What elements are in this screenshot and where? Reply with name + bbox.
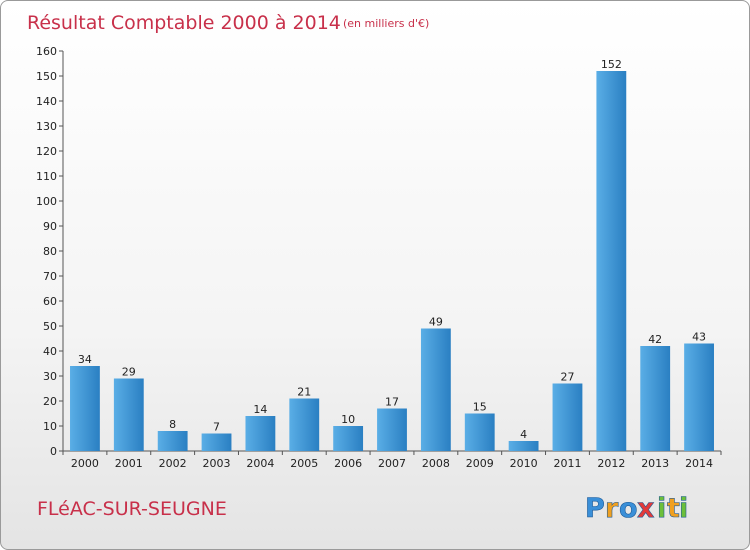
y-tick-label: 10: [43, 420, 57, 433]
value-label-2010: 4: [520, 428, 527, 441]
x-tick-label-2009: 2009: [466, 457, 494, 470]
y-tick-label: 130: [36, 120, 57, 133]
y-tick-label: 30: [43, 370, 57, 383]
bar-2008: [420, 328, 451, 451]
value-label-2000: 34: [78, 353, 92, 366]
axes: 0 10 20 30 40 50 60 70 80 90 100 110 120 130 140 150 160…: [36, 45, 722, 470]
value-label-2013: 42: [648, 333, 662, 346]
logo-letter: i: [679, 493, 688, 524]
bar-2006: [333, 426, 364, 451]
value-label-2014: 43: [692, 331, 706, 344]
x-tick-label-2014: 2014: [685, 457, 713, 470]
x-tick-label-2002: 2002: [159, 457, 187, 470]
y-tick-label: 160: [36, 45, 57, 58]
y-tick-label: 100: [36, 195, 57, 208]
y-tick-label: 110: [36, 170, 57, 183]
value-label-2006: 10: [341, 413, 355, 426]
y-tick-label: 90: [43, 220, 57, 233]
value-label-2005: 21: [297, 386, 311, 399]
chart-title: Résultat Comptable 2000 à 2014: [27, 12, 341, 34]
y-tick-label: 150: [36, 70, 57, 83]
logo-letter: P: [585, 493, 605, 524]
bar-2001: [113, 378, 144, 451]
value-label-2003: 7: [213, 421, 220, 434]
value-label-2004: 14: [253, 403, 267, 416]
bar-2009: [464, 413, 495, 451]
x-tick-label-2001: 2001: [115, 457, 143, 470]
y-tick-label: 140: [36, 95, 57, 108]
value-label-2009: 15: [473, 401, 487, 414]
value-label-2002: 8: [169, 418, 176, 431]
y-tick-label: 120: [36, 145, 57, 158]
value-label-2008: 49: [429, 316, 443, 329]
y-tick-label: 0: [50, 445, 57, 458]
y-tick-label: 40: [43, 345, 57, 358]
logo-letter: r: [605, 493, 619, 524]
y-tick-label: 70: [43, 270, 57, 283]
y-tick-label: 50: [43, 320, 57, 333]
bar-2004: [245, 416, 276, 451]
value-label-2001: 29: [122, 366, 136, 379]
bar-2000: [70, 366, 100, 451]
x-tick-label-2008: 2008: [422, 457, 450, 470]
y-tick-label: 80: [43, 245, 57, 258]
bar-2003: [201, 433, 232, 451]
bar-2002: [157, 431, 188, 451]
logo-letter: x: [637, 493, 654, 524]
bars: 34 29 8 7 14 21 10 17 49 15 4 27 152 42 43: [70, 58, 714, 451]
x-tick-label-2013: 2013: [641, 457, 669, 470]
x-tick-label-2005: 2005: [290, 457, 318, 470]
x-tick-label-2012: 2012: [597, 457, 625, 470]
bar-2011: [552, 383, 583, 451]
logo-letter: i: [657, 493, 666, 524]
bar-2014: [684, 343, 714, 451]
x-tick-label-2004: 2004: [246, 457, 274, 470]
value-label-2012: 152: [601, 58, 622, 71]
logo-letter: t: [667, 493, 680, 524]
logo-letter: o: [619, 493, 638, 524]
bar-2010: [508, 441, 539, 451]
x-tick-label-2006: 2006: [334, 457, 362, 470]
chart-subtitle: (en milliers d'€): [343, 17, 429, 30]
bar-2013: [640, 346, 671, 451]
value-label-2007: 17: [385, 396, 399, 409]
commune-name: FLéAC-SUR-SEUGNE: [37, 498, 227, 520]
value-label-2011: 27: [560, 371, 574, 384]
bar-2007: [377, 408, 407, 451]
x-tick-label-2000: 2000: [71, 457, 99, 470]
y-tick-label: 60: [43, 295, 57, 308]
x-tick-label-2010: 2010: [510, 457, 538, 470]
bar-2012: [596, 71, 627, 451]
x-tick-label-2007: 2007: [378, 457, 406, 470]
y-tick-label: 20: [43, 395, 57, 408]
x-tick-label-2003: 2003: [203, 457, 231, 470]
x-tick-label-2011: 2011: [553, 457, 581, 470]
bar-2005: [289, 398, 320, 451]
